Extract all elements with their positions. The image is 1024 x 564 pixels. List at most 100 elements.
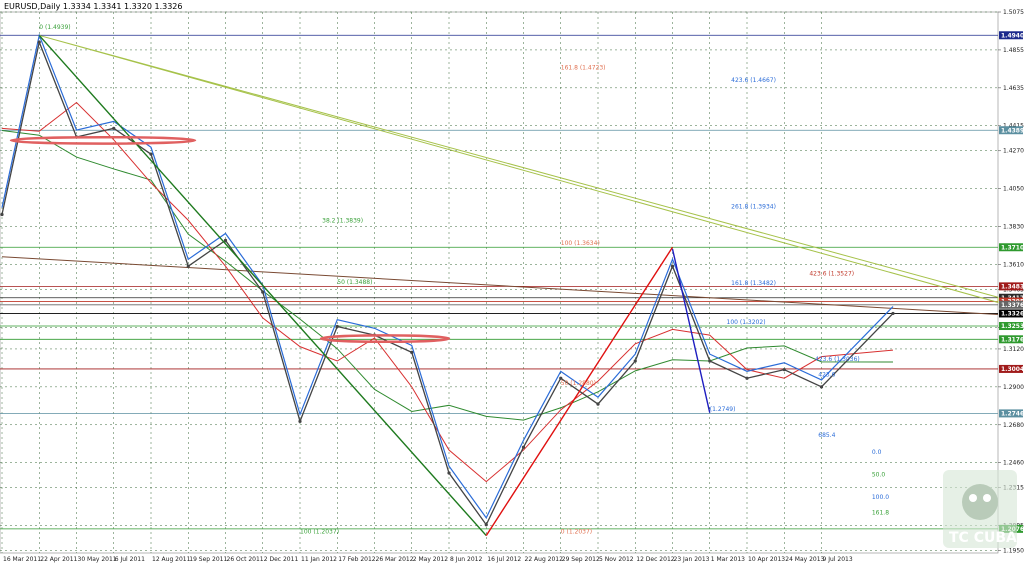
price-point (745, 376, 749, 380)
price-level-tag (999, 309, 1023, 318)
y-tick-label: 1.4855 (1003, 47, 1024, 54)
consolidation-highlight (319, 334, 451, 344)
consolidation-highlight (9, 135, 197, 145)
x-tick-label: 24 May 2013 (785, 556, 824, 563)
moving-average-long (1, 256, 999, 315)
fibonacci-label: (1.2749) (710, 406, 736, 413)
x-tick-label: 16 Mar 2011 (3, 556, 41, 563)
price-point (633, 359, 637, 363)
x-tick-label: 9 Jul 2013 (823, 556, 853, 563)
x-tick-label: 5 Nov 2012 (599, 556, 634, 563)
price-point (670, 264, 675, 268)
price-point (37, 40, 41, 44)
price-point (559, 376, 563, 380)
x-tick-label: 22 Apr 2011 (40, 556, 77, 563)
price-point (782, 368, 786, 372)
x-tick-label: 26 Oct 2011 (227, 556, 264, 563)
fibonacci-label: 50 (1.2880) (561, 380, 596, 387)
x-tick-label: 11 Jan 2012 (301, 556, 337, 563)
price-level-label: 1.4389 (1001, 127, 1024, 134)
chart-title: EURUSD,Daily 1.3334 1.3341 1.3320 1.3326 (4, 2, 183, 11)
price-point (149, 152, 153, 156)
uptrend-line (485, 246, 674, 536)
fibonacci-label: 100 (1.3202) (727, 319, 766, 326)
fibonacci-label: 50 (1.3488) (337, 279, 372, 286)
fibonacci-label: 161.8 (1.4723) (561, 65, 606, 72)
price-level-tag (999, 282, 1023, 291)
price-point (261, 290, 265, 294)
fibonacci-label: 685.4 (818, 432, 835, 439)
x-tick-label: 2 Dec 2011 (264, 556, 299, 563)
price-level-label: 1.3326 (1001, 311, 1024, 318)
owl-eye-icon (969, 494, 977, 502)
price-level-label: 1.3483 (1001, 284, 1024, 291)
y-tick-label: 1.3120 (1003, 346, 1024, 353)
watermark-logo: TC CUBA (943, 470, 1017, 548)
fibonacci-label: 100 (1.3634) (561, 240, 600, 247)
price-point (298, 419, 302, 423)
price-level-label: 1.3710 (1001, 244, 1024, 251)
price-level-label: 1.3376 (1001, 302, 1024, 309)
y-tick-label: 1.2900 (1003, 384, 1024, 391)
price-point (223, 238, 228, 242)
price-level-tag (999, 243, 1023, 252)
price-level-label: 1.3004 (1001, 366, 1024, 373)
price-level-label: 1.2746 (1001, 411, 1024, 418)
fibonacci-label: 0.0 (872, 449, 882, 456)
fibonacci-label: 0 (1.2037) (561, 528, 592, 535)
fibonacci-label: 423.6 (1.4667) (731, 77, 776, 84)
moving-average-slow (1, 129, 894, 421)
decline-line (671, 248, 711, 413)
x-tick-label: 12 Dec 2012 (636, 556, 675, 563)
price-point (0, 212, 4, 217)
plot-area (0, 11, 999, 554)
x-tick-label: 12 Aug 2011 (152, 556, 191, 563)
price-point (335, 324, 339, 329)
fibonacci-label: 423.6 (818, 372, 835, 379)
y-tick-label: 1.4635 (1003, 85, 1024, 92)
x-tick-label: 16 Jul 2012 (487, 556, 521, 563)
y-tick-label: 1.2680 (1003, 422, 1024, 429)
price-level-tag (999, 126, 1023, 135)
price-point (410, 350, 414, 354)
x-tick-label: 23 Jan 2013 (674, 556, 710, 563)
y-tick-label: 1.1950 (1003, 548, 1024, 555)
moving-average-mid (1, 101, 894, 483)
price-point (447, 471, 451, 475)
fibonacci-label: 0 (1.4939) (39, 24, 70, 31)
price-point (596, 402, 600, 406)
downtrend-line (38, 34, 487, 537)
x-tick-label: 2 May 2012 (413, 556, 448, 563)
price-level-tag (999, 300, 1023, 309)
fibonacci-label: 100 (1.2037) (300, 528, 339, 535)
y-tick-label: 1.2460 (1003, 460, 1024, 467)
x-tick-label: 6 Jul 2011 (115, 556, 145, 563)
fibonacci-label: 423.6 (1.3527) (809, 271, 854, 278)
resistance-trendline (39, 34, 999, 304)
y-tick-label: 1.5075 (1003, 9, 1024, 16)
watermark-text: TC CUBA (949, 530, 1017, 546)
x-tick-label: 30 May 2011 (78, 556, 117, 563)
price-point (112, 126, 116, 130)
fibonacci-label: 423.6 (1.3036) (815, 356, 860, 363)
price-line (1, 39, 894, 527)
fibonacci-label: 50.0 (872, 471, 886, 478)
price-point (521, 445, 526, 449)
price-level-tag (999, 335, 1023, 344)
fibonacci-label: 261.8 (1.3934) (731, 203, 776, 210)
x-tick-label: 10 Apr 2013 (748, 556, 785, 563)
fibonacci-label: 100.0 (872, 494, 889, 501)
y-tick-label: 1.3610 (1003, 261, 1024, 268)
x-tick-label: 1 Mar 2013 (711, 556, 745, 563)
price-point (891, 311, 895, 316)
price-level-tag (999, 409, 1023, 418)
y-tick-label: 1.3830 (1003, 224, 1024, 231)
price-level-tag (999, 364, 1023, 373)
x-tick-label: 29 Sep 2012 (562, 556, 600, 563)
price-level-label: 1.4940 (1001, 32, 1024, 39)
x-tick-label: 26 Mar 2012 (376, 556, 414, 563)
price-level-tag (999, 31, 1023, 40)
price-point (708, 359, 712, 363)
owl-eye-icon (983, 494, 991, 502)
